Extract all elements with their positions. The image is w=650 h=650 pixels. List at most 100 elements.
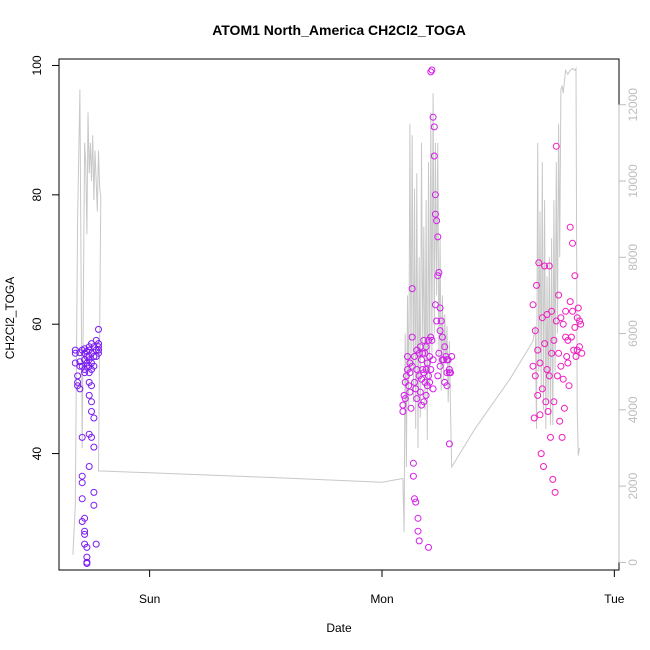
scatter-point <box>550 398 558 406</box>
scatter-point <box>559 320 567 328</box>
scatter-point <box>569 239 576 247</box>
scatter-point <box>407 404 415 412</box>
scatter-point <box>435 349 443 357</box>
scatter-point <box>434 233 442 241</box>
scatter-points-layer <box>71 66 586 567</box>
scatter-point <box>529 301 537 309</box>
scatter-point <box>529 362 537 370</box>
scatter-point <box>419 366 427 373</box>
scatter-point <box>541 340 549 348</box>
scatter-point <box>545 372 553 380</box>
y2-tick-label: 10000 <box>626 164 640 198</box>
scatter-point <box>429 385 437 393</box>
scatter-point <box>448 353 456 360</box>
scatter-point <box>90 362 98 370</box>
scatter-point <box>399 408 407 415</box>
scatter-point <box>531 327 539 335</box>
y-axis-left: 40 60 80 100 <box>30 55 60 460</box>
scatter-point <box>90 414 98 422</box>
scatter-point <box>534 346 542 354</box>
scatter-point <box>76 362 84 370</box>
y2-tick-label: 4000 <box>626 396 640 423</box>
scatter-point <box>88 408 95 415</box>
secondary-series-line <box>72 66 580 555</box>
scatter-point <box>88 382 95 390</box>
scatter-point <box>569 307 576 315</box>
scatter-point <box>81 514 89 522</box>
scatter-point <box>71 359 79 367</box>
y2-tick-label: 2000 <box>626 472 640 499</box>
scatter-point <box>83 558 91 566</box>
scatter-point <box>423 359 431 367</box>
scatter-point <box>408 285 416 293</box>
scatter-point <box>576 343 583 351</box>
x-tick-label: Mon <box>370 592 393 606</box>
scatter-point <box>560 404 568 412</box>
scatter-point <box>433 317 441 325</box>
scatter-point <box>530 414 538 422</box>
scatter-point <box>78 433 86 441</box>
y2-tick-label: 0 <box>626 559 640 566</box>
scatter-point <box>544 408 552 415</box>
scatter-point <box>555 349 563 357</box>
scatter-point <box>76 385 84 393</box>
scatter-point <box>422 343 430 351</box>
scatter-point <box>558 433 566 441</box>
scatter-point <box>441 343 449 351</box>
scatter-point <box>419 349 427 357</box>
scatter-point <box>400 391 408 399</box>
scatter-point <box>433 217 441 225</box>
scatter-point <box>447 369 454 377</box>
scatter-point <box>563 353 571 360</box>
scatter-point <box>443 382 451 390</box>
scatter-point <box>95 346 102 354</box>
scatter-point <box>576 317 583 325</box>
scatter-point <box>81 527 89 535</box>
scatter-point <box>534 391 542 399</box>
scatter-point <box>415 537 423 545</box>
scatter-point <box>95 325 102 333</box>
scatter-point <box>431 210 439 218</box>
scatter-point <box>565 382 573 390</box>
scatter-point <box>536 359 544 367</box>
scatter-point <box>538 385 546 393</box>
scatter-point <box>81 369 89 377</box>
scatter-point <box>405 382 413 390</box>
scatter-point <box>422 391 430 399</box>
x-axis-label: Date <box>326 621 352 635</box>
scatter-point <box>548 307 556 315</box>
chart-title: ATOM1 North_America CH2Cl2_TOGA <box>212 22 466 38</box>
scatter-point <box>567 333 575 341</box>
scatter-point <box>543 366 551 373</box>
scatter-point <box>535 259 543 267</box>
scatter-point <box>555 291 563 299</box>
scatter-point <box>409 459 417 467</box>
scatter-point <box>577 320 585 328</box>
scatter-point <box>557 362 565 370</box>
scatter-point <box>427 333 435 341</box>
scatter-point <box>436 362 444 370</box>
scatter-point <box>571 272 579 280</box>
scatter-point <box>428 336 436 344</box>
scatter-point <box>425 372 432 380</box>
scatter-point <box>428 66 436 74</box>
scatter-point <box>406 369 414 377</box>
x-tick-label: Sun <box>139 592 160 606</box>
scatter-point <box>556 417 564 425</box>
scatter-point <box>436 304 444 312</box>
scatter-point <box>71 349 79 357</box>
scatter-point <box>88 433 95 441</box>
scatter-point <box>557 314 565 322</box>
scatter-point <box>566 223 574 231</box>
scatter-point <box>564 359 572 367</box>
scatter-point <box>90 443 98 451</box>
scatter-point <box>409 472 417 480</box>
scatter-point <box>437 317 445 325</box>
scatter-point <box>572 353 580 360</box>
scatter-point <box>78 495 86 503</box>
scatter-point <box>411 495 418 503</box>
scatter-point <box>425 543 432 551</box>
y-axis-right: 0 2000 4000 6000 8000 10000 12000 <box>618 88 640 566</box>
scatter-point <box>536 411 544 419</box>
